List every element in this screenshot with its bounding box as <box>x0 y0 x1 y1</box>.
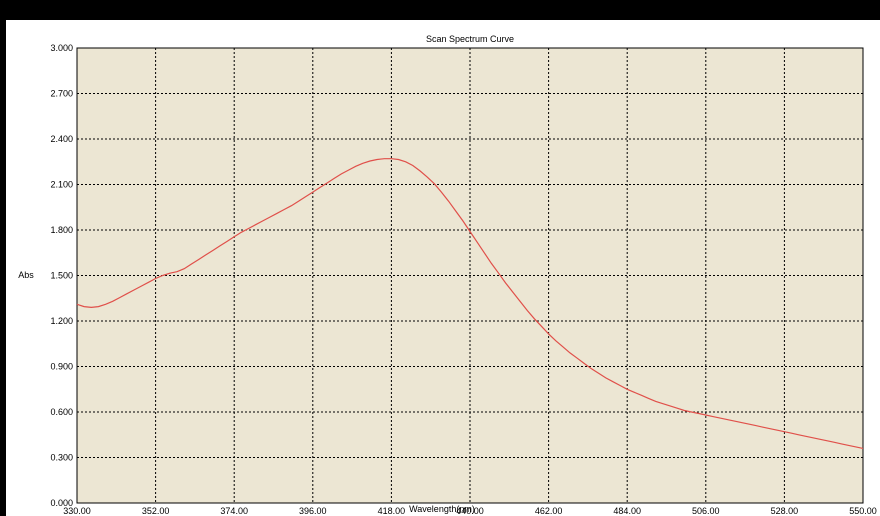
y-tick-label: 1.200 <box>50 316 73 326</box>
y-tick-label: 0.300 <box>50 453 73 463</box>
y-axis-ticks: 0.000 0.300 0.600 0.900 1.200 1.500 1.800 2.100… <box>50 43 73 508</box>
series-layer <box>76 158 864 449</box>
x-tick-label: 330.00 <box>63 506 91 516</box>
y-tick-label: 0.900 <box>50 362 73 372</box>
y-tick-label: 0.000 <box>50 498 73 508</box>
y-tick-label: 1.800 <box>50 225 73 235</box>
y-tick-label: 2.100 <box>50 180 73 190</box>
x-tick-label: 352.00 <box>142 506 170 516</box>
x-tick-label: 506.00 <box>692 506 720 516</box>
spectrum-chart: 0.000 0.300 0.600 0.900 1.200 1.500 1.800 2.100… <box>18 34 877 516</box>
y-tick-label: 0.600 <box>50 407 73 417</box>
y-tick-label: 2.400 <box>50 134 73 144</box>
y-tick-label: 1.500 <box>50 271 73 281</box>
chart-title: Scan Spectrum Curve <box>426 34 514 44</box>
absorbance-series-line <box>76 158 864 449</box>
x-tick-label: 484.00 <box>613 506 641 516</box>
x-axis-ticks: 330.00 352.00 374.00 396.00 418.00 440.00 462.… <box>63 506 877 516</box>
x-tick-label: 374.00 <box>220 506 248 516</box>
y-tick-label: 3.000 <box>50 43 73 53</box>
chart-panel: 0.000 0.300 0.600 0.900 1.200 1.500 1.800 2.100… <box>6 20 880 516</box>
x-tick-label: 528.00 <box>771 506 799 516</box>
x-tick-label: 418.00 <box>378 506 406 516</box>
x-tick-label: 440.00 <box>456 506 484 516</box>
grid-lines <box>77 48 863 503</box>
y-tick-label: 2.700 <box>50 89 73 99</box>
x-tick-label: 550.00 <box>849 506 877 516</box>
x-axis-label: Wavelength(nm) <box>409 504 475 514</box>
y-axis-label: Abs <box>18 270 34 280</box>
x-tick-label: 396.00 <box>299 506 327 516</box>
x-tick-label: 462.00 <box>535 506 563 516</box>
